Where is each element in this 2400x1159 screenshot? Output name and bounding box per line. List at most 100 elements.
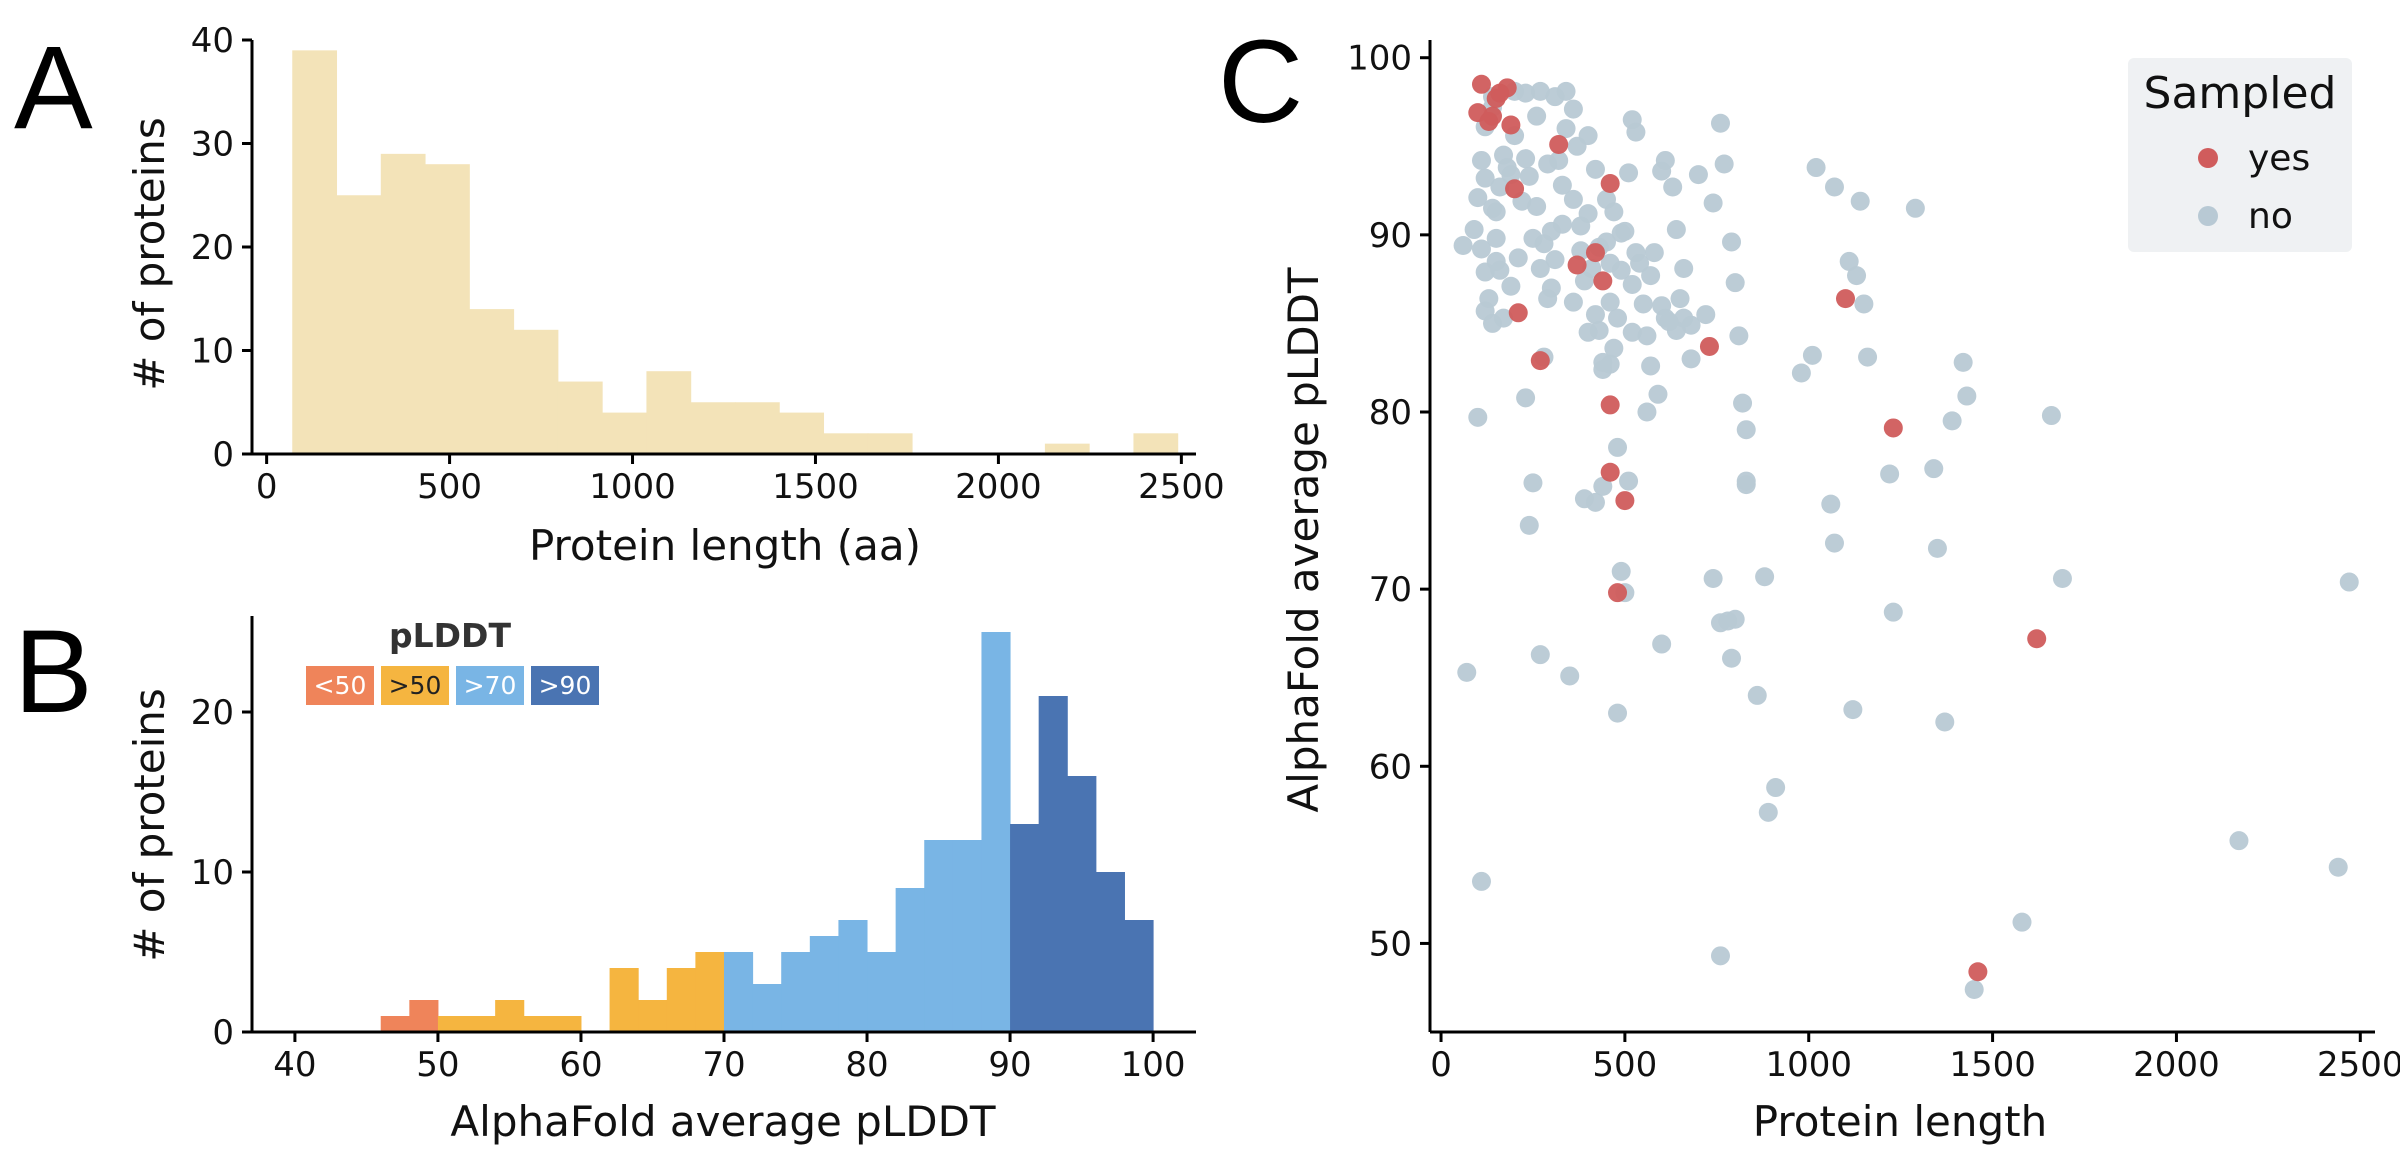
- scatter-point-no: [1516, 388, 1536, 408]
- plddt-hist-bar: [609, 968, 639, 1032]
- scatter-point-no: [1585, 159, 1605, 179]
- length-hist-y-tick-label: 0: [212, 435, 234, 475]
- scatter-point-no: [1593, 352, 1613, 372]
- plddt-hist-bar: [1095, 872, 1125, 1032]
- length-hist-bar: [690, 402, 736, 454]
- scatter-point-yes: [1615, 491, 1635, 511]
- scatter-point-no: [1674, 308, 1694, 328]
- scatter-point-no: [1633, 294, 1653, 314]
- panel-letter-a: A: [14, 22, 93, 154]
- plddt-hist-bar: [1010, 824, 1040, 1032]
- scatter-x-tick-label: 500: [1592, 1045, 1657, 1085]
- plddt-key-swatch: [531, 666, 599, 705]
- scatter-point-no: [1755, 567, 1775, 587]
- plddt-key-label: >50: [389, 671, 442, 700]
- scatter-point-no: [2052, 569, 2072, 589]
- scatter-point-no: [1766, 778, 1786, 798]
- scatter-point-no: [1791, 363, 1811, 383]
- scatter-point-no: [2041, 406, 2061, 426]
- scatter-point-no: [1538, 154, 1558, 174]
- scatter-point-no: [1585, 305, 1605, 325]
- scatter-point-no: [1604, 202, 1624, 222]
- length-hist-x-tick-label: 1000: [589, 467, 676, 507]
- length-hist-bar: [602, 412, 647, 454]
- scatter-point-no: [1736, 420, 1756, 440]
- scatter-point-no: [1622, 274, 1642, 294]
- plddt-hist-bar: [924, 840, 954, 1032]
- scatter-point-no: [1475, 168, 1495, 188]
- plddt-key-label: >90: [539, 671, 592, 700]
- scatter-point-no: [1600, 292, 1620, 312]
- scatter-point-no: [1758, 802, 1778, 822]
- scatter-y-tick-label: 60: [1369, 747, 1412, 787]
- scatter-x-tick-label: 1000: [1765, 1045, 1852, 1085]
- scatter-point-no: [1641, 356, 1661, 376]
- scatter-point-yes: [1600, 462, 1620, 482]
- scatter-point-no: [1582, 259, 1602, 279]
- scatter-point-no: [1847, 266, 1867, 286]
- plddt-hist-bar: [523, 1016, 553, 1032]
- plddt-hist-bar: [952, 840, 982, 1032]
- scatter-point-yes: [1501, 115, 1521, 135]
- length-hist-y-tick-label: 10: [191, 332, 234, 372]
- scatter-axes: 0 500 1000 1500 2000 2500 50 60 70 80 90 100: [1347, 39, 2400, 1085]
- plddt-hist-bar: [809, 936, 839, 1032]
- scatter-point-yes: [2027, 629, 2047, 649]
- scatter-point-no: [1619, 471, 1639, 491]
- scatter-point-no: [1523, 228, 1543, 248]
- scatter-point-no: [1578, 126, 1598, 146]
- scatter-point-no: [1497, 158, 1517, 178]
- length-hist-bar: [734, 402, 780, 454]
- scatter-point-no: [1880, 464, 1900, 484]
- scatter-point-no: [1508, 248, 1528, 268]
- plddt-hist-x-tick-label: 50: [416, 1045, 459, 1085]
- scatter-point-no: [1733, 393, 1753, 413]
- scatter-point-no: [1626, 243, 1646, 263]
- plddt-color-key: pLDDT <50 >50 >70 >90: [306, 616, 599, 705]
- scatter-point-no: [1927, 538, 1947, 558]
- scatter-point-no: [1725, 273, 1745, 293]
- histogram-plddt: 40 50 60 70 80 90 100 0 10 20 AlphaFold average p…: [125, 616, 1196, 1146]
- scatter-point-no: [1942, 411, 1962, 431]
- scatter-point-yes: [1968, 962, 1988, 982]
- plddt-hist-bar: [466, 1016, 496, 1032]
- plddt-hist-x-tick-label: 100: [1121, 1045, 1186, 1085]
- scatter-point-no: [1578, 322, 1598, 342]
- scatter-point-no: [1688, 165, 1708, 185]
- scatter-point-no: [1905, 198, 1925, 218]
- scatter-point-no: [1722, 232, 1742, 252]
- plddt-key-label: >70: [464, 671, 517, 700]
- scatter-point-no: [1530, 81, 1550, 101]
- scatter-point-no: [1824, 533, 1844, 553]
- scatter-point-no: [1703, 569, 1723, 589]
- scatter-point-no: [1858, 347, 1878, 367]
- plddt-hist-y-tick-label: 10: [191, 853, 234, 893]
- scatter-point-yes: [1497, 78, 1517, 98]
- scatter-point-no: [1935, 712, 1955, 732]
- length-hist-bar: [292, 50, 338, 454]
- scatter-point-no: [1483, 198, 1503, 218]
- length-hist-y-tick-label: 40: [191, 21, 234, 61]
- scatter-point-no: [1710, 113, 1730, 133]
- scatter-point-no: [1802, 345, 1822, 365]
- panel-letter-b: B: [14, 606, 93, 738]
- scatter-point-no: [1494, 308, 1514, 328]
- scatter-point-no: [1563, 99, 1583, 119]
- scatter-point-yes: [1836, 289, 1856, 309]
- length-hist-bar: [336, 195, 382, 454]
- plddt-hist-bar: [838, 920, 868, 1032]
- scatter-point-no: [1725, 609, 1745, 629]
- scatter-point-no: [1806, 158, 1826, 178]
- scatter-point-no: [1471, 871, 1491, 891]
- plddt-hist-bar: [1124, 920, 1154, 1032]
- scatter-point-no: [1670, 289, 1690, 309]
- plddt-key-swatch: [306, 666, 374, 705]
- scatter-point-no: [1696, 305, 1716, 325]
- plddt-hist-bar: [867, 952, 897, 1032]
- scatter-xlabel: Protein length: [1753, 1097, 2047, 1146]
- plddt-hist-bar: [1038, 696, 1068, 1032]
- scatter-point-no: [1611, 561, 1631, 581]
- scatter-point-no: [1659, 312, 1679, 332]
- scatter-point-no: [1964, 979, 1984, 999]
